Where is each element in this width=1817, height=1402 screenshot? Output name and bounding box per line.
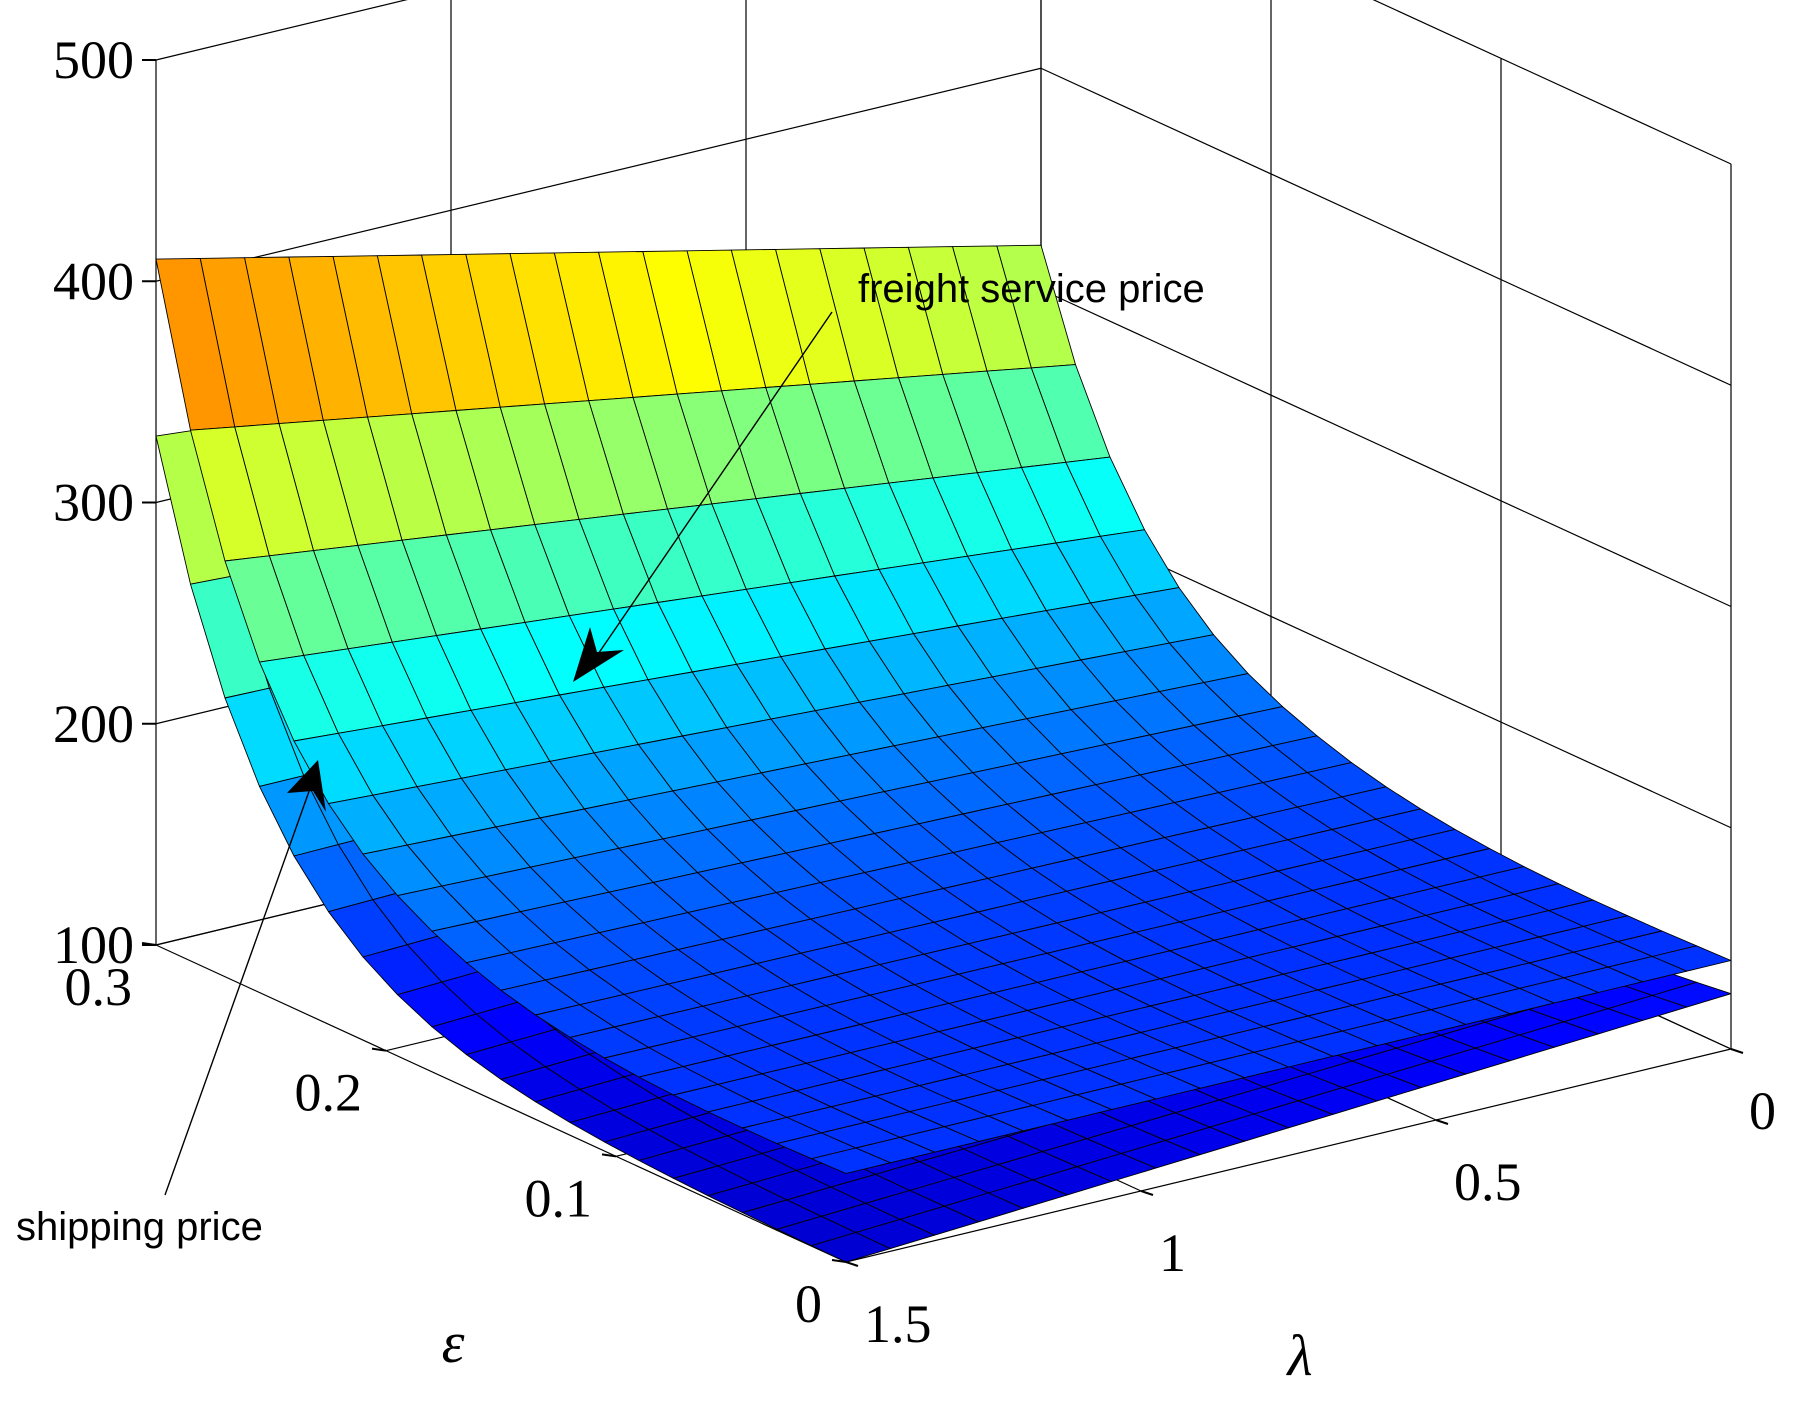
annotation-freight-leader [593,311,833,661]
y-tick-mark [1140,1190,1154,1196]
z-tick-label: 100 [53,915,134,975]
floor-grid-eps-line [845,1048,1732,1263]
x-tick-label: 0.2 [295,1063,363,1123]
y-tick-mark [845,1261,859,1267]
z-tick-label: 300 [53,473,134,533]
x-axis-label: ε [442,1310,465,1375]
floor-grid-lambda-line [155,944,847,1263]
z-tick-label: 500 [53,30,134,90]
annotation-shipping-label: shipping price [16,1205,263,1249]
x-tick-mark [371,1047,387,1052]
side-wall-z-line [1040,67,1732,386]
shipping-surface-facet [811,1232,891,1263]
z-tick-label: 400 [53,251,134,311]
y-axis-label: λ [1285,1323,1312,1388]
surface-layer [155,244,1732,1263]
annotation-shipping-leader [164,782,313,1196]
annotation-freight-label: freight service price [858,267,1205,311]
y-tick-mark [1435,1119,1449,1125]
y-tick-label: 1.5 [864,1294,932,1354]
y-tick-label: 1 [1159,1223,1186,1283]
x-tick-label: 0.1 [525,1168,593,1228]
freight-surface-facet [811,1147,891,1174]
x-tick-label: 0.3 [65,957,133,1017]
back-wall-z-line [155,67,1042,282]
y-tick-label: 0.5 [1454,1152,1522,1212]
back-wall-z-line [155,0,408,61]
x-tick-mark [831,1259,847,1263]
tick-layer: 100 200 300 400 500 0 0.1 0.2 0.3 0 0.5 1 1.5 [53,30,1776,1354]
y-tick-mark [1730,1048,1744,1054]
annotation-freight-arrowhead [573,627,624,682]
side-wall-z-line [1372,0,1732,165]
side-wall-z-line [1040,288,1732,608]
y-tick-label: 0 [1749,1081,1776,1141]
x-tick-label: 0 [795,1274,822,1334]
annotation-freight: freight service price [573,267,1205,682]
x-tick-mark [601,1153,617,1158]
x-tick-mark [141,942,157,946]
annotation-shipping-arrowhead [287,760,326,812]
annotation-shipping: shipping price [16,760,326,1249]
z-tick-label: 200 [53,694,134,754]
